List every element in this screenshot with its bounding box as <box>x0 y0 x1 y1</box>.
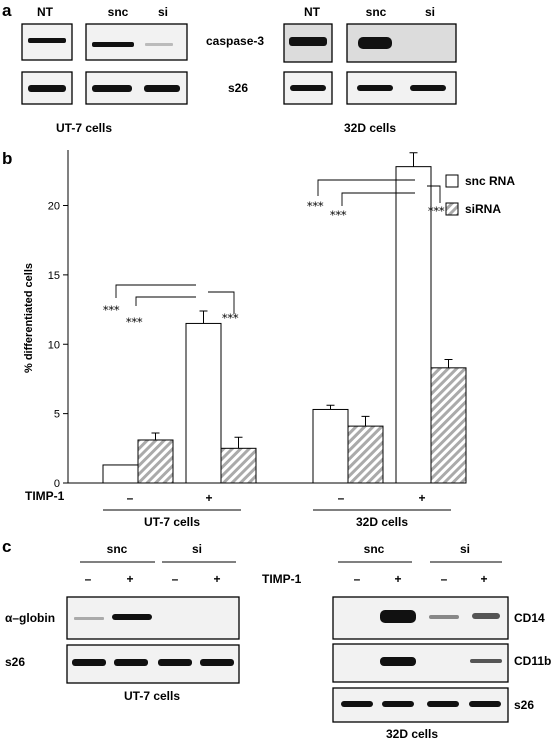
c-sign-r1: – <box>354 572 361 586</box>
c-group-snc-left: snc <box>107 542 128 556</box>
row-label-caspase3: caspase-3 <box>206 34 264 48</box>
c-group-snc-right: snc <box>364 542 385 556</box>
d32-caspase3-blot-nt <box>283 23 333 63</box>
timp-sign-1: – <box>127 491 134 505</box>
d32-lane-si: si <box>425 5 435 19</box>
timp1-label-b: TIMP-1 <box>25 489 65 503</box>
ut7-lane-snc: snc <box>108 5 129 19</box>
d32-lane-nt: NT <box>304 5 321 19</box>
bar-sirna-1 <box>220 447 257 484</box>
c-row-s26-right: s26 <box>514 698 534 712</box>
c-group-si-right: si <box>460 542 470 556</box>
c-sign-r2: + <box>394 572 401 586</box>
c-caption-ut7: UT-7 cells <box>124 689 180 703</box>
error-bar <box>409 152 418 167</box>
error-bar <box>361 415 370 427</box>
bar-snc-rna-2 <box>312 408 349 484</box>
c-32d-cd11b-blot <box>332 643 509 683</box>
c-sign-r4: + <box>480 572 487 586</box>
c-sign-r3: – <box>441 572 448 586</box>
c-sign-l4: + <box>213 572 220 586</box>
c-row-globin: α–globin <box>5 611 55 625</box>
d32-s26-blot-nt <box>283 71 333 105</box>
error-bar <box>199 310 208 324</box>
timp-sign-2: + <box>205 491 212 505</box>
legend-swatch-sirna <box>445 202 459 216</box>
ut7-caspase3-blot-nt <box>21 23 73 61</box>
bar-sirna-0 <box>137 439 174 484</box>
panel-c-letter: c <box>2 537 11 556</box>
d32-s26-blot-snc-si <box>346 71 457 105</box>
legend-label-sirna: siRNA <box>465 202 501 216</box>
panel-b-letter: b <box>2 149 12 168</box>
timp-sign-3: – <box>338 491 345 505</box>
error-bar <box>151 432 160 440</box>
c-timp1-label: TIMP-1 <box>262 572 302 586</box>
sig-ut7-3: *** <box>222 312 239 325</box>
sig-ut7-2: *** <box>126 316 143 329</box>
c-caption-32d: 32D cells <box>386 727 438 741</box>
panel-a-32d-caption: 32D cells <box>344 121 396 135</box>
ut7-s26-blot-snc-si <box>85 71 188 105</box>
bar-group <box>102 152 467 484</box>
ut7-s26-blot-nt <box>21 71 73 105</box>
bar-snc-rna-0 <box>102 464 139 484</box>
sig-32d-2: *** <box>330 209 347 222</box>
sig-32d-1: *** <box>307 200 324 213</box>
c-32d-cd14-blot <box>332 596 509 640</box>
y-tick-label: 15 <box>48 270 60 282</box>
panel-a-ut7-caption: UT-7 cells <box>56 121 112 135</box>
c-ut7-globin-blot <box>66 596 240 640</box>
c-32d-s26-blot <box>332 687 509 723</box>
error-bar <box>444 359 453 368</box>
row-label-s26-a: s26 <box>228 81 248 95</box>
d32-lane-snc: snc <box>366 5 387 19</box>
c-sign-l2: + <box>126 572 133 586</box>
y-tick-label: 10 <box>48 339 60 351</box>
sig-32d-3: *** <box>428 205 445 218</box>
legend: snc RNA siRNA <box>445 174 515 216</box>
group-label-32d: 32D cells <box>356 515 408 529</box>
ut7-caspase3-blot-snc-si <box>85 23 188 61</box>
legend-label-snc-rna: snc RNA <box>465 174 515 188</box>
legend-swatch-snc-rna <box>445 174 459 188</box>
timp-sign-4: + <box>418 491 425 505</box>
ut7-lane-nt: NT <box>37 5 54 19</box>
y-tick-label: 0 <box>54 478 60 490</box>
sig-ut7-1: *** <box>103 304 120 317</box>
bar-snc-rna-3 <box>395 166 432 484</box>
panel-a-letter: a <box>2 1 12 20</box>
y-tick-label: 5 <box>54 409 60 421</box>
error-bar <box>234 436 243 449</box>
c-sign-l1: – <box>85 572 92 586</box>
sig-brackets-32d <box>317 179 441 206</box>
c-row-cd11b: CD11b <box>514 654 551 668</box>
y-tick-label: 20 <box>48 201 60 213</box>
c-group-si-left: si <box>192 542 202 556</box>
bar-sirna-3 <box>430 367 467 484</box>
bar-sirna-2 <box>347 425 384 484</box>
bar-snc-rna-1 <box>185 322 222 484</box>
error-bar <box>326 404 335 410</box>
y-axis-ticks: 0 5 10 15 20 <box>48 201 68 490</box>
c-row-s26-left: s26 <box>5 655 25 669</box>
c-row-cd14: CD14 <box>514 611 545 625</box>
ut7-lane-si: si <box>158 5 168 19</box>
group-label-ut7: UT-7 cells <box>144 515 200 529</box>
c-sign-l3: – <box>172 572 179 586</box>
c-ut7-s26-blot <box>66 644 240 684</box>
d32-caspase3-blot-snc-si <box>346 23 457 63</box>
sig-brackets-ut7 <box>115 284 235 314</box>
y-axis-label: % differentiated cells <box>23 263 35 373</box>
